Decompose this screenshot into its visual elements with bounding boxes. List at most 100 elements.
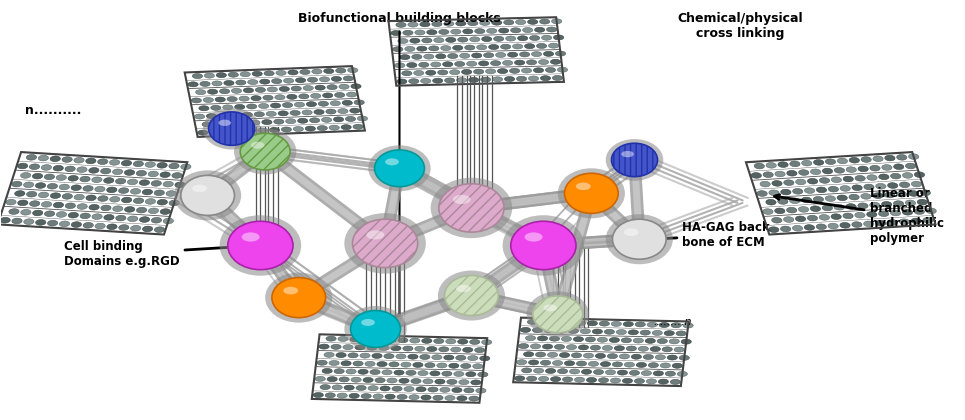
Ellipse shape [439, 184, 504, 232]
Ellipse shape [494, 36, 504, 41]
Ellipse shape [107, 224, 117, 230]
Ellipse shape [143, 226, 152, 232]
Ellipse shape [459, 53, 470, 58]
Ellipse shape [908, 154, 919, 160]
Ellipse shape [216, 73, 227, 78]
Ellipse shape [461, 69, 472, 74]
Ellipse shape [642, 370, 651, 375]
Ellipse shape [41, 202, 52, 207]
Ellipse shape [613, 362, 622, 367]
Ellipse shape [762, 209, 773, 214]
Ellipse shape [840, 223, 850, 228]
Ellipse shape [485, 69, 496, 74]
Ellipse shape [504, 20, 513, 25]
Ellipse shape [573, 337, 584, 342]
Ellipse shape [549, 336, 560, 341]
Ellipse shape [669, 339, 679, 344]
Ellipse shape [209, 130, 220, 135]
Ellipse shape [606, 139, 663, 181]
Ellipse shape [582, 369, 592, 374]
Ellipse shape [329, 360, 340, 365]
Ellipse shape [554, 35, 564, 40]
Ellipse shape [540, 76, 551, 81]
Ellipse shape [914, 209, 924, 214]
Ellipse shape [335, 92, 345, 97]
Ellipse shape [116, 178, 125, 184]
Ellipse shape [861, 194, 871, 199]
Ellipse shape [766, 163, 776, 168]
Ellipse shape [428, 46, 439, 51]
Ellipse shape [496, 52, 506, 58]
Ellipse shape [396, 22, 406, 27]
Ellipse shape [462, 29, 473, 34]
Ellipse shape [911, 218, 922, 224]
Ellipse shape [92, 177, 102, 183]
Ellipse shape [74, 194, 84, 200]
Ellipse shape [514, 376, 525, 381]
Ellipse shape [139, 180, 150, 186]
Ellipse shape [80, 176, 90, 182]
Ellipse shape [615, 346, 624, 351]
Text: Cell binding
Domains e.g.RGD: Cell binding Domains e.g.RGD [64, 240, 255, 268]
Ellipse shape [444, 355, 454, 360]
Ellipse shape [861, 157, 871, 162]
Ellipse shape [202, 122, 212, 127]
Ellipse shape [424, 54, 434, 59]
Ellipse shape [772, 218, 782, 223]
Ellipse shape [798, 207, 809, 212]
Ellipse shape [220, 215, 301, 276]
Ellipse shape [218, 113, 229, 118]
Ellipse shape [192, 184, 207, 192]
Ellipse shape [122, 160, 131, 166]
Ellipse shape [370, 370, 380, 375]
Ellipse shape [386, 338, 396, 343]
Ellipse shape [804, 225, 814, 230]
Ellipse shape [531, 344, 540, 349]
Ellipse shape [348, 353, 358, 358]
Ellipse shape [864, 221, 874, 227]
Ellipse shape [50, 193, 61, 199]
Ellipse shape [433, 395, 443, 400]
Ellipse shape [869, 202, 880, 208]
Ellipse shape [542, 344, 553, 349]
Ellipse shape [130, 226, 141, 231]
Ellipse shape [188, 82, 198, 87]
Ellipse shape [389, 362, 400, 367]
Ellipse shape [905, 200, 916, 206]
Ellipse shape [331, 76, 342, 81]
Ellipse shape [414, 71, 424, 76]
Ellipse shape [207, 89, 218, 94]
Ellipse shape [589, 361, 598, 366]
Ellipse shape [421, 79, 430, 84]
Ellipse shape [578, 345, 589, 350]
Ellipse shape [346, 369, 356, 374]
Ellipse shape [265, 273, 332, 323]
Ellipse shape [396, 354, 406, 359]
Ellipse shape [846, 204, 856, 209]
Ellipse shape [338, 109, 348, 113]
Ellipse shape [902, 173, 913, 178]
Ellipse shape [846, 167, 856, 173]
Ellipse shape [24, 219, 34, 225]
Ellipse shape [351, 377, 361, 382]
Ellipse shape [341, 361, 351, 366]
Ellipse shape [41, 165, 51, 170]
Ellipse shape [89, 168, 99, 173]
Ellipse shape [157, 200, 168, 205]
Ellipse shape [17, 200, 28, 206]
Ellipse shape [449, 363, 459, 368]
Ellipse shape [325, 393, 335, 398]
Ellipse shape [234, 129, 296, 175]
Ellipse shape [401, 71, 412, 76]
Ellipse shape [527, 376, 537, 381]
Ellipse shape [314, 393, 323, 397]
Ellipse shape [481, 77, 491, 82]
Ellipse shape [323, 68, 334, 74]
Ellipse shape [379, 345, 389, 350]
Ellipse shape [468, 356, 478, 361]
Ellipse shape [888, 220, 897, 225]
Ellipse shape [828, 186, 839, 192]
Ellipse shape [786, 171, 797, 176]
Ellipse shape [154, 190, 164, 196]
Ellipse shape [136, 207, 147, 213]
